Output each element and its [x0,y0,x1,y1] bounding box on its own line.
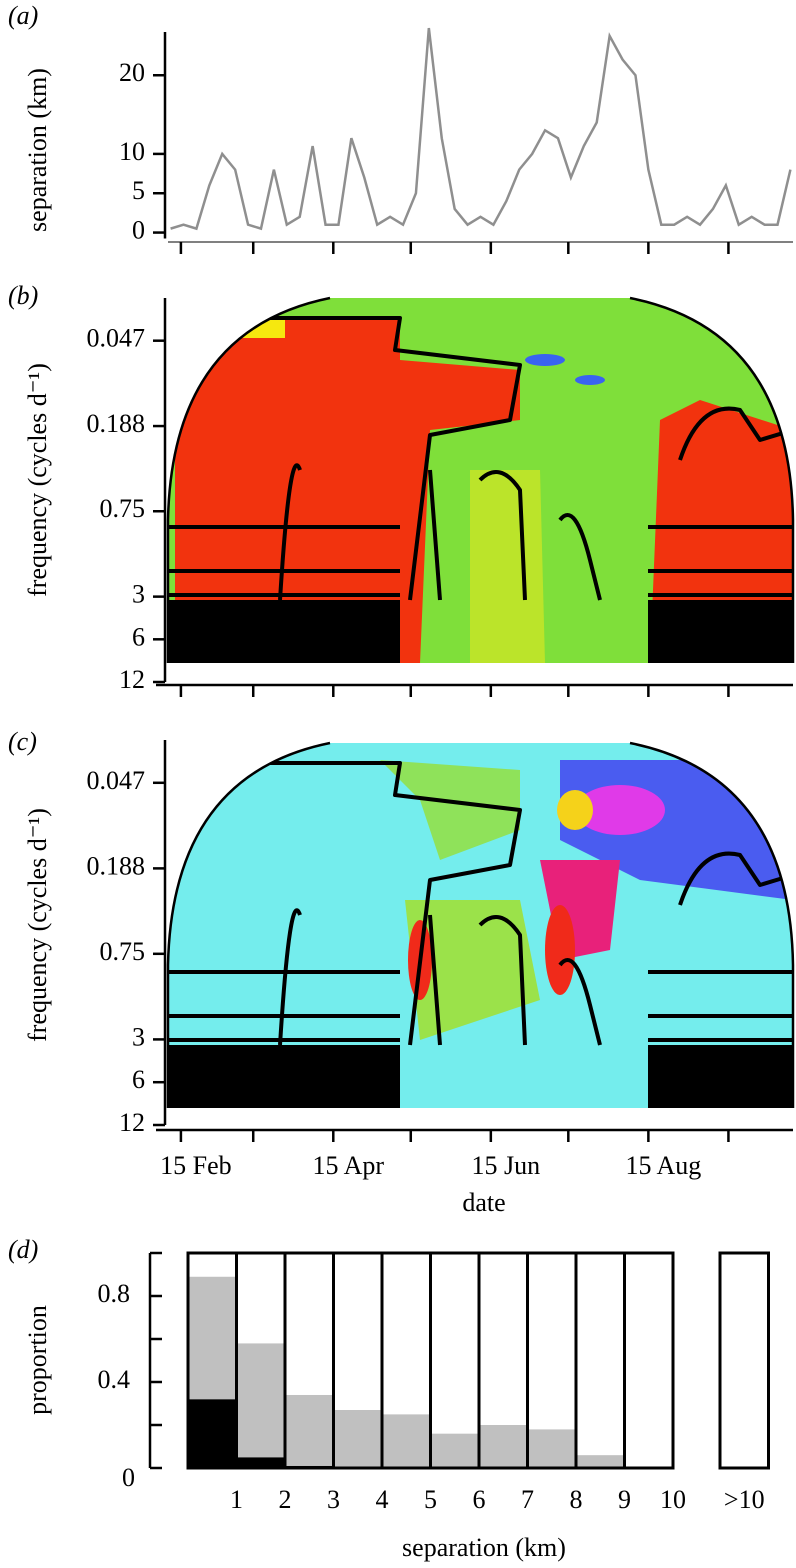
bar-segment [576,1455,625,1468]
x-tick-label: 2 [279,1485,292,1514]
y-tick-label: 12 [119,1108,145,1137]
y-tick-label: 20 [119,58,145,87]
bar-segment [236,1253,285,1344]
y-tick-label: 0.047 [87,766,146,795]
bar-outline [718,1251,770,1470]
bar-segment [527,1253,576,1430]
bar-segment [527,1429,576,1468]
x-axis-label: separation (km) [402,1533,566,1562]
panel-label: (a) [8,1,38,30]
y-tick-label: 6 [132,622,145,651]
y-axis-label: separation (km) [23,68,52,232]
x-tick-label: 10 [660,1485,686,1514]
x-tick-label: 3 [327,1485,340,1514]
bar-segment [430,1253,479,1434]
x-tick-label: 15 Jun [472,1151,541,1180]
x-tick-label: 1 [230,1485,243,1514]
wavelet-power-b [168,298,793,663]
y-tick-label: 0.4 [98,1365,131,1394]
panel-label: (c) [8,727,37,756]
bar-segment [430,1433,479,1468]
cone-of-influence [166,296,795,663]
y-tick-label: 6 [132,1065,145,1094]
y-tick-label: 10 [119,137,145,166]
bar-segment [624,1253,673,1468]
series-line [170,27,792,231]
x-tick-label: 4 [376,1485,389,1514]
bar-segment [188,1276,237,1400]
y-tick-label: 0.047 [87,324,146,353]
cone-of-influence [166,741,795,1108]
x-tick-label: 8 [570,1485,583,1514]
y-tick-label: 5 [132,176,145,205]
x-tick-label: >10 [724,1485,765,1514]
x-tick-label: 7 [521,1485,534,1514]
x-axis-label: date [462,1188,505,1217]
x-tick-label: 15 Aug [625,1151,701,1180]
bar-segment [720,1253,769,1468]
bar-segment [479,1425,528,1468]
y-tick-label: 0 [122,1463,135,1492]
bar-segment [188,1399,237,1468]
x-tick-label: 15 Feb [160,1151,232,1180]
bar-segment [333,1253,382,1410]
bar-segment [236,1343,285,1458]
y-tick-label: 0.75 [100,937,146,966]
x-tick-label: 5 [424,1485,437,1514]
y-tick-label: 3 [132,580,145,609]
bar-segment [382,1253,431,1415]
bar-segment [285,1253,334,1395]
bar-segment [382,1414,431,1468]
x-tick-label: 6 [473,1485,486,1514]
y-tick-label: 0.188 [87,409,146,438]
bar-segment [479,1253,528,1425]
bar-segment [236,1457,285,1468]
bar-segment [576,1253,625,1456]
y-tick-label: 0.188 [87,851,146,880]
bar-segment [333,1409,382,1468]
y-tick-label: 0 [132,216,145,245]
y-tick-label: 0.75 [100,494,146,523]
bar-segment [188,1253,237,1277]
y-tick-label: 0.8 [98,1279,131,1308]
x-tick-label: 9 [618,1485,631,1514]
panel-label: (d) [8,1235,38,1264]
bar-outline [623,1251,675,1470]
y-axis-label: frequency (cycles d⁻¹) [23,363,52,597]
y-tick-label: 3 [132,1022,145,1051]
panel-label: (b) [8,281,38,310]
x-tick-label: 15 Apr [313,1151,385,1180]
bar-segment [285,1394,334,1466]
wavelet-phase-c [168,743,793,1108]
y-tick-label: 12 [119,665,145,694]
y-axis-label: frequency (cycles d⁻¹) [23,808,52,1042]
y-axis-label: proportion [23,1305,52,1415]
